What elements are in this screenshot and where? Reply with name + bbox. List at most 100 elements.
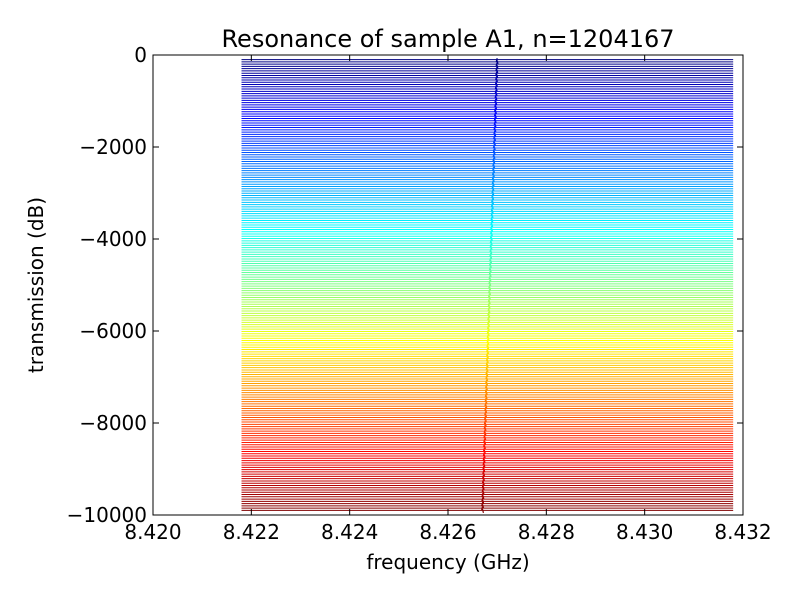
resonance-dip [487, 336, 490, 341]
resonance-dip [481, 504, 485, 509]
resonance-dip [492, 173, 495, 178]
y-tick-label: −2000 [79, 135, 147, 159]
resonance-dip [487, 307, 490, 312]
x-tick-label: 8.422 [223, 520, 280, 544]
y-axis-label: transmission (dB) [24, 197, 48, 373]
resonance-dip [485, 409, 488, 414]
resonance-dip [488, 313, 491, 319]
resonance-dip [485, 352, 489, 357]
series-traces [241, 59, 734, 511]
resonance-dip [488, 270, 491, 276]
resonance-dip [485, 375, 488, 380]
resonance-dip [482, 470, 485, 475]
resonance-dip [481, 474, 485, 480]
resonance-dip [488, 304, 491, 310]
resonance-dip [491, 200, 495, 205]
x-axis-label: frequency (GHz) [366, 550, 529, 574]
resonance-dip [485, 390, 488, 396]
resonance-dip [491, 184, 494, 190]
resonance-dip [481, 483, 484, 489]
resonance-dip [488, 300, 491, 305]
resonance-dip [488, 275, 491, 280]
resonance-dip [487, 332, 490, 337]
resonance-dip [487, 327, 490, 332]
resonance-dip [484, 436, 487, 441]
resonance-dip [482, 477, 486, 482]
resonance-dip [482, 452, 485, 457]
resonance-dip [482, 461, 485, 466]
resonance-dip [493, 107, 497, 113]
resonance-dip [493, 116, 496, 122]
resonance-dip [493, 121, 496, 126]
resonance-dip [493, 125, 496, 131]
resonance-dip [493, 137, 497, 142]
resonance-dip [482, 456, 485, 461]
resonance-dip [494, 132, 497, 138]
resonance-dip [482, 486, 485, 491]
resonance-dip [481, 508, 484, 514]
resonance-dip [489, 257, 492, 262]
resonance-dip [492, 162, 495, 167]
resonance-dip [481, 501, 484, 507]
x-tick-label: 8.420 [124, 520, 181, 544]
y-axis-ticks: 0 −2000 −4000 −6000 −8000 −10000 [67, 43, 743, 527]
resonance-dip [489, 234, 492, 239]
resonance-dip [484, 427, 487, 432]
resonance-dip [481, 488, 484, 493]
resonance-dip [488, 279, 491, 285]
y-tick-label: −10000 [67, 503, 147, 527]
y-tick-label: −6000 [79, 319, 147, 343]
resonance-dip [482, 447, 485, 452]
resonance-dip [494, 123, 497, 128]
resonance-dip [489, 282, 492, 287]
y-tick-label: −4000 [79, 227, 147, 251]
resonance-dip [484, 431, 487, 437]
resonance-dip [495, 87, 498, 92]
resonance-dip [487, 302, 490, 307]
resonance-dip [486, 377, 489, 382]
resonance-dip [487, 311, 490, 316]
resonance-dip [491, 171, 495, 176]
resonance-dip [486, 368, 489, 373]
resonance-dip [489, 248, 492, 253]
resonance-dip [494, 128, 497, 133]
resonance-dip [488, 295, 491, 301]
resonance-dip [488, 284, 491, 289]
x-tick-label: 8.430 [616, 520, 673, 544]
resonance-dip [492, 178, 495, 183]
resonance-dip [493, 112, 496, 117]
resonance-dip [486, 354, 490, 360]
resonance-dip [494, 119, 497, 124]
resonance-dip [489, 252, 492, 258]
resonance-dip [480, 506, 484, 511]
resonance-dip [492, 191, 495, 196]
resonance-dip [484, 411, 487, 416]
x-tick-label: 8.424 [321, 520, 378, 544]
resonance-dip [496, 60, 499, 65]
resonance-dip [488, 291, 492, 296]
resonance-dip [488, 266, 491, 271]
resonance-dip [489, 230, 493, 235]
resonance-dip [492, 139, 496, 144]
resonance-dip [492, 144, 495, 149]
resonance-dip [495, 82, 498, 88]
resonance-dip [488, 309, 491, 314]
resonance-dip [491, 227, 494, 233]
resonance-dip [485, 400, 488, 405]
resonance-dip [486, 347, 489, 353]
resonance-dip [484, 413, 488, 418]
resonance-dip [484, 440, 487, 446]
resonance-dip [487, 298, 490, 303]
resonance-dip [482, 499, 485, 504]
resonance-dip [492, 153, 495, 158]
resonance-dip [482, 490, 485, 495]
resonance-dip [490, 241, 493, 246]
resonance-dip [483, 433, 486, 439]
resonance-dip [486, 363, 489, 369]
resonance-dip [483, 463, 486, 468]
resonance-dip [485, 361, 488, 366]
resonance-dip [492, 166, 495, 171]
resonance-dip [487, 345, 490, 350]
resonance-dip [495, 100, 498, 106]
resonance-dip [495, 91, 498, 97]
